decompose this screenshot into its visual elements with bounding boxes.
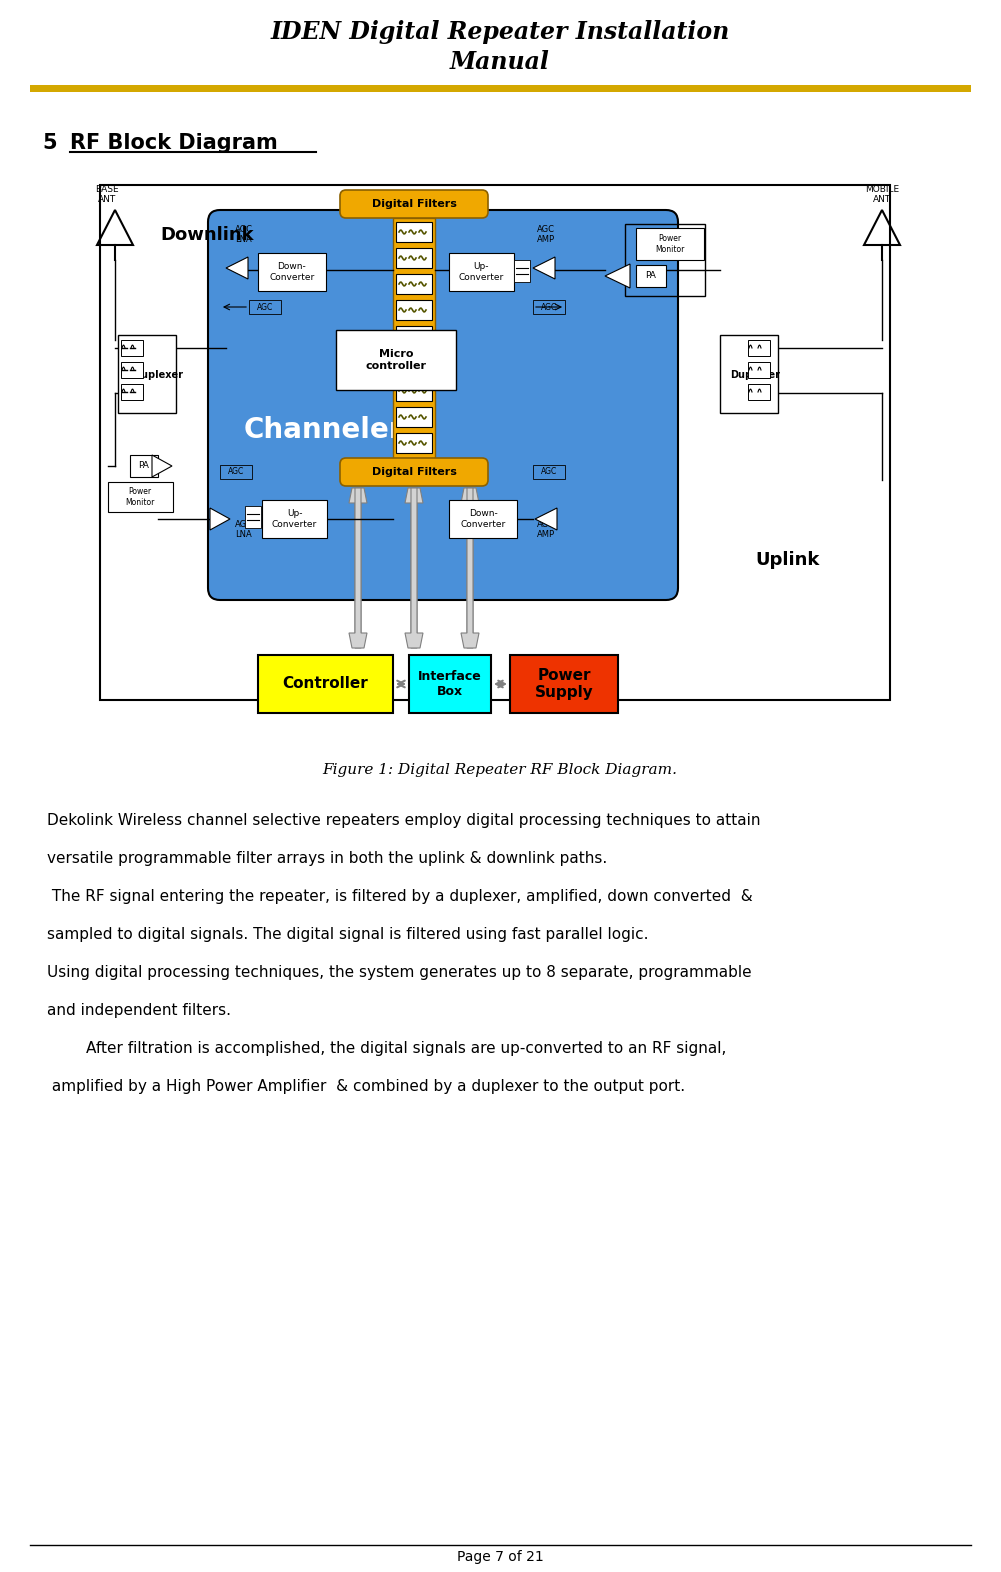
Bar: [449, 253, 514, 291]
Text: AGC
LNA: AGC LNA: [235, 225, 253, 244]
Text: PA: PA: [138, 462, 149, 470]
Polygon shape: [535, 508, 557, 530]
Text: Downlink: Downlink: [160, 226, 253, 244]
Bar: [396, 325, 432, 346]
Polygon shape: [461, 487, 479, 648]
Bar: [636, 266, 666, 288]
Text: Power
Monitor: Power Monitor: [125, 487, 155, 506]
Text: Duplexer: Duplexer: [133, 369, 183, 380]
Text: Power
Monitor: Power Monitor: [656, 234, 685, 253]
Text: AGC
AMP: AGC AMP: [537, 225, 555, 244]
Text: amplified by a High Power Amplifier  & combined by a duplexer to the output port: amplified by a High Power Amplifier & co…: [47, 1078, 685, 1094]
Bar: [449, 500, 517, 538]
Bar: [533, 465, 565, 479]
Bar: [336, 330, 456, 390]
Text: AGC
AMP: AGC AMP: [537, 520, 555, 539]
Bar: [121, 340, 143, 355]
Bar: [258, 656, 393, 714]
Polygon shape: [405, 487, 423, 648]
Text: Down-
Converter: Down- Converter: [269, 263, 314, 281]
Bar: [720, 335, 778, 413]
Bar: [220, 465, 252, 479]
Text: Digital Filters: Digital Filters: [371, 467, 456, 476]
Text: AGC: AGC: [257, 302, 273, 311]
Text: AGC
LNA: AGC LNA: [235, 520, 253, 539]
Text: AGC: AGC: [541, 467, 558, 476]
Polygon shape: [226, 256, 248, 278]
Text: Uplink: Uplink: [756, 552, 820, 569]
FancyBboxPatch shape: [340, 190, 488, 219]
Polygon shape: [461, 487, 479, 648]
Bar: [396, 248, 432, 267]
Bar: [748, 384, 770, 399]
Bar: [396, 222, 432, 242]
Bar: [245, 506, 261, 528]
Text: Manual: Manual: [450, 50, 550, 74]
Text: Figure 1: Digital Repeater RF Block Diagram.: Figure 1: Digital Repeater RF Block Diag…: [322, 762, 678, 777]
Text: Channeler: Channeler: [243, 417, 402, 443]
Polygon shape: [405, 487, 423, 648]
Text: Power
Supply: Power Supply: [535, 668, 594, 700]
Text: After filtration is accomplished, the digital signals are up-converted to an RF : After filtration is accomplished, the di…: [47, 1041, 727, 1055]
Text: The RF signal entering the repeater, is filtered by a duplexer, amplified, down : The RF signal entering the repeater, is …: [47, 888, 753, 904]
Text: IDEN Digital Repeater Installation: IDEN Digital Repeater Installation: [270, 20, 730, 44]
Text: Dekolink Wireless channel selective repeaters employ digital processing techniqu: Dekolink Wireless channel selective repe…: [47, 813, 761, 827]
Text: Interface
Box: Interface Box: [418, 670, 481, 698]
Text: Using digital processing techniques, the system generates up to 8 separate, prog: Using digital processing techniques, the…: [47, 965, 752, 979]
Text: Digital Filters: Digital Filters: [371, 200, 456, 209]
Bar: [409, 656, 491, 714]
Text: PA: PA: [646, 272, 657, 280]
Text: AGC: AGC: [228, 467, 244, 476]
Text: Down-
Converter: Down- Converter: [460, 509, 506, 528]
Bar: [533, 300, 565, 314]
Text: versatile programmable filter arrays in both the uplink & downlink paths.: versatile programmable filter arrays in …: [47, 850, 608, 866]
Bar: [118, 335, 176, 413]
Bar: [748, 362, 770, 377]
Polygon shape: [349, 487, 367, 648]
Text: MOBILE
ANT: MOBILE ANT: [865, 184, 899, 204]
Text: Micro
controller: Micro controller: [365, 349, 426, 371]
Text: Page 7 of 21: Page 7 of 21: [456, 1550, 544, 1564]
Bar: [100, 185, 890, 700]
Bar: [121, 384, 143, 399]
Text: Up-
Converter: Up- Converter: [272, 509, 317, 528]
Polygon shape: [349, 487, 367, 648]
Text: Controller: Controller: [282, 676, 368, 692]
Text: and independent filters.: and independent filters.: [47, 1003, 231, 1017]
Text: Up-
Converter: Up- Converter: [458, 263, 505, 281]
Bar: [625, 223, 705, 296]
Polygon shape: [605, 264, 630, 288]
Bar: [121, 362, 143, 377]
Text: sampled to digital signals. The digital signal is filtered using fast parallel l: sampled to digital signals. The digital …: [47, 926, 649, 942]
Text: AGC: AGC: [541, 302, 558, 311]
Bar: [396, 407, 432, 428]
Text: 5: 5: [42, 134, 57, 152]
Bar: [748, 340, 770, 355]
Bar: [396, 300, 432, 321]
Bar: [130, 454, 158, 476]
Polygon shape: [152, 454, 172, 476]
Bar: [393, 377, 435, 457]
Bar: [108, 483, 173, 512]
Text: RF Block Diagram: RF Block Diagram: [70, 134, 277, 152]
Bar: [258, 253, 326, 291]
Bar: [510, 656, 618, 714]
Polygon shape: [210, 508, 230, 530]
Bar: [262, 500, 327, 538]
FancyBboxPatch shape: [340, 457, 488, 486]
Bar: [396, 352, 432, 373]
Bar: [30, 85, 971, 93]
FancyBboxPatch shape: [208, 211, 678, 601]
Bar: [393, 219, 435, 377]
Bar: [514, 259, 530, 281]
Polygon shape: [533, 256, 555, 278]
Bar: [249, 300, 281, 314]
Bar: [636, 228, 704, 259]
Bar: [396, 274, 432, 294]
Bar: [396, 432, 432, 453]
Text: BASE
ANT: BASE ANT: [95, 184, 119, 204]
Bar: [396, 380, 432, 401]
Text: Duplexer: Duplexer: [730, 369, 780, 380]
